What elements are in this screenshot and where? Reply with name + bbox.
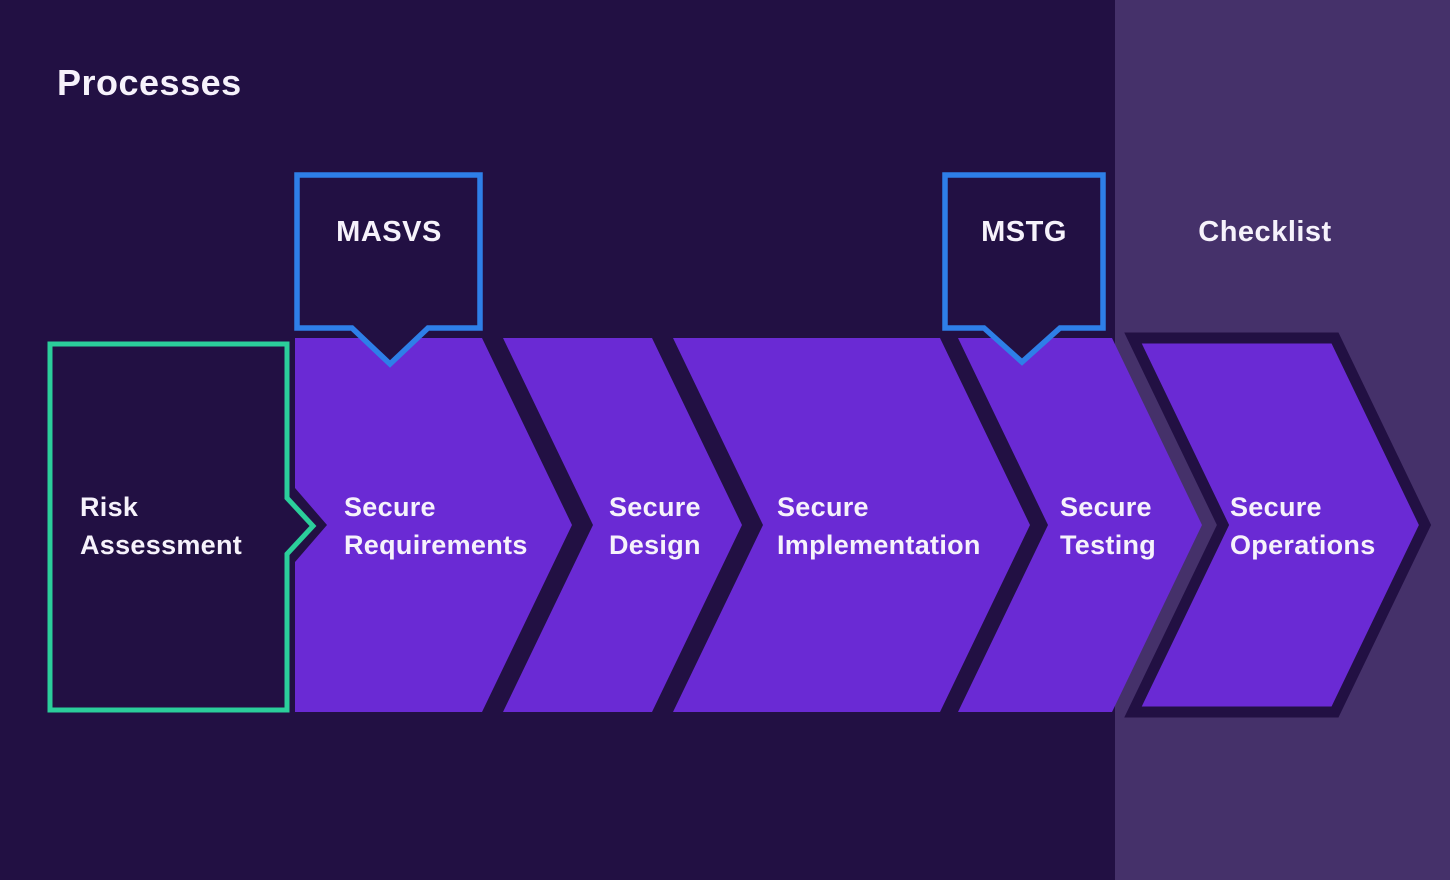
arrow-secure-operations	[1124, 332, 1432, 718]
stage-label-secure-implementation: Secure Implementation	[777, 492, 981, 560]
stage-label-secure-requirements: Secure Requirements	[344, 492, 528, 560]
mstg-callout-bubble	[942, 172, 1106, 366]
arrow-secure-design	[503, 338, 742, 712]
mstg-callout-label: MSTG	[981, 216, 1067, 248]
risk-assessment-box	[47, 341, 317, 713]
masvs-callout-label: MASVS	[336, 216, 442, 248]
page-title: Processes	[57, 62, 242, 103]
stage-label-secure-operations: Secure Operations	[1230, 492, 1376, 560]
arrow-secure-implementation	[673, 338, 1030, 712]
stage-label-secure-design: Secure Design	[609, 492, 701, 560]
arrow-secure-requirements	[295, 338, 572, 712]
stage-label-risk-assessment: Risk Assessment	[80, 492, 243, 560]
checklist-label: Checklist	[1198, 216, 1332, 248]
arrow-secure-testing	[958, 338, 1202, 712]
stage-label-secure-testing: Secure Testing	[1060, 492, 1157, 560]
masvs-callout-bubble	[294, 172, 483, 368]
